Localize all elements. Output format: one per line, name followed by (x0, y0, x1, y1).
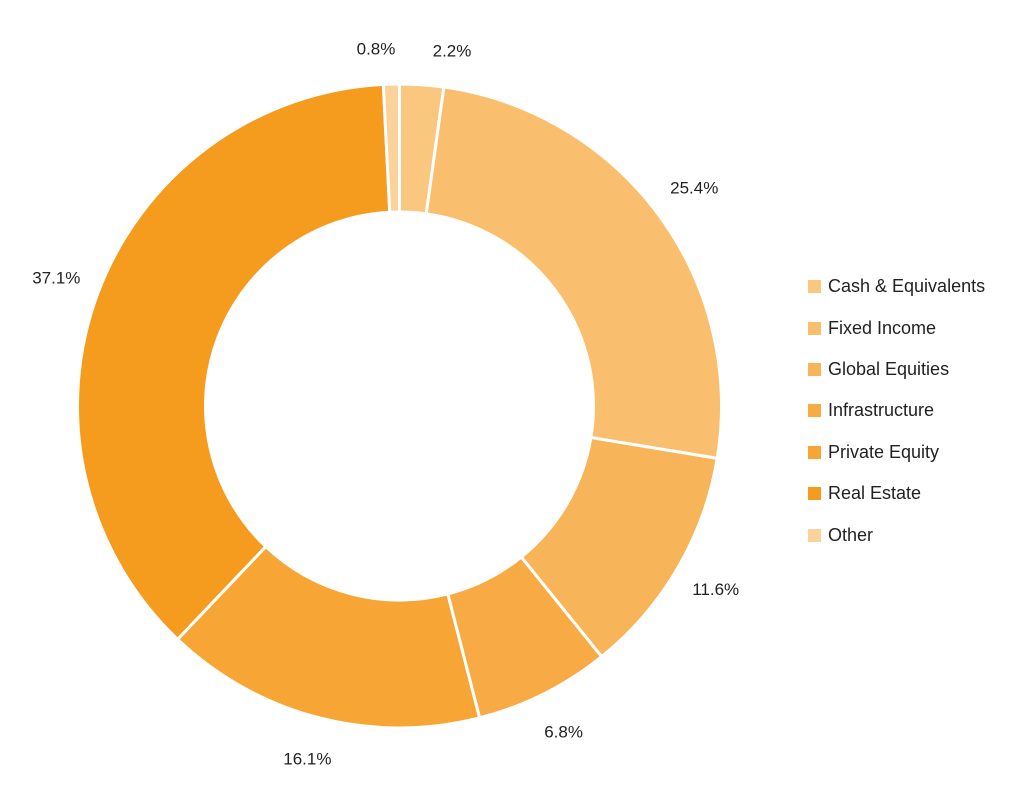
legend-item: Cash & Equivalents (808, 266, 985, 307)
slice-private-equity (176, 545, 482, 730)
legend-swatch (808, 362, 821, 376)
legend-item: Private Equity (808, 432, 985, 473)
data-label-other: 0.8% (357, 39, 396, 58)
legend-swatch (808, 487, 821, 501)
legend-swatch (808, 321, 821, 335)
legend-item: Infrastructure (808, 390, 985, 431)
data-label-real-estate: 37.1% (32, 268, 80, 287)
legend-label: Private Equity (828, 441, 940, 462)
data-label-global-equities: 11.6% (692, 580, 739, 599)
legend-swatch (808, 445, 821, 459)
slice-real-estate (76, 82, 392, 641)
legend-item: Fixed Income (808, 307, 985, 348)
data-label-infrastructure: 6.8% (544, 723, 583, 742)
data-label-cash-equivalents: 2.2% (433, 41, 472, 60)
data-label-private-equity: 16.1% (283, 750, 331, 769)
legend-label: Infrastructure (828, 400, 935, 421)
legend-swatch (808, 404, 821, 418)
slice-fixed-income (424, 85, 723, 460)
data-label-fixed-income: 25.4% (670, 178, 718, 197)
legend-label: Other (828, 524, 874, 545)
legend-label: Cash & Equivalents (828, 276, 986, 297)
legend-swatch (808, 528, 821, 542)
legend-swatch (808, 280, 821, 294)
slice-other (381, 82, 401, 214)
legend-label: Fixed Income (828, 317, 937, 338)
legend-item: Real Estate (808, 473, 985, 514)
legend-item: Other (808, 514, 985, 555)
legend-item: Global Equities (808, 349, 985, 390)
legend-label: Global Equities (828, 358, 950, 379)
legend: Cash & Equivalents Fixed Income Global Equ… (808, 266, 985, 556)
legend-label: Real Estate (828, 483, 922, 504)
